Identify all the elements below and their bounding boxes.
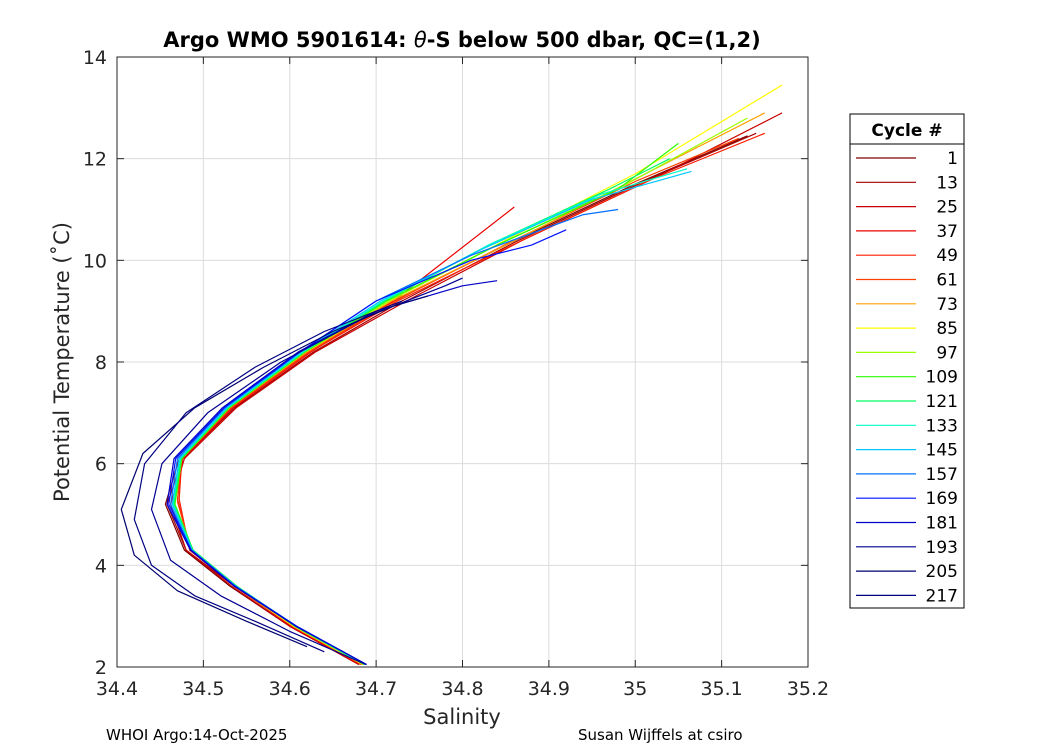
- chart-title-theta: θ: [414, 28, 427, 52]
- legend-label-cycle-145: 145: [926, 441, 958, 461]
- y-tick-label: 10: [83, 250, 107, 272]
- x-tick-label: 35.1: [700, 678, 742, 700]
- x-tick-label: 35: [623, 678, 647, 700]
- legend-label-cycle-61: 61: [936, 271, 958, 291]
- legend-label-cycle-97: 97: [936, 343, 958, 363]
- footer-right: Susan Wijffels at csiro: [578, 726, 743, 744]
- x-tick-label: 34.5: [182, 678, 224, 700]
- legend-label-cycle-37: 37: [936, 222, 958, 242]
- x-tick-label: 34.8: [441, 678, 483, 700]
- x-tick-label: 34.7: [355, 678, 397, 700]
- legend-label-cycle-109: 109: [926, 368, 958, 388]
- x-tick-label: 34.9: [528, 678, 570, 700]
- x-tick-label: 35.2: [787, 678, 829, 700]
- legend-label-cycle-1: 1: [947, 149, 958, 169]
- y-tick-label: 6: [95, 454, 107, 476]
- legend-label-cycle-217: 217: [926, 586, 958, 606]
- x-tick-label: 34.6: [269, 678, 311, 700]
- series-line-cycle-205: [120, 295, 429, 648]
- footer-left: WHOI Argo:14-Oct-2025: [106, 726, 287, 744]
- y-axis-label: Potential Temperature (˚C): [50, 222, 74, 502]
- legend-label-cycle-49: 49: [936, 246, 958, 266]
- legend-label-cycle-205: 205: [926, 562, 958, 582]
- y-tick-label: 8: [95, 352, 107, 374]
- legend-label-cycle-133: 133: [926, 416, 958, 436]
- legend-label-cycle-85: 85: [936, 319, 958, 339]
- legend-label-cycle-169: 169: [926, 489, 958, 509]
- axis-ticks: 34.4 34.5 34.6 34.7 34.8 34.9 35 35.1 35.2 2 4 6 8 10…: [83, 47, 829, 700]
- legend-label-cycle-25: 25: [936, 198, 958, 218]
- chart-title: Argo WMO 5901614: θ-S below 500 dbar, QC…: [163, 28, 760, 52]
- y-tick-label: 14: [83, 47, 107, 69]
- y-tick-label: 4: [95, 555, 107, 577]
- legend-label-cycle-181: 181: [926, 514, 958, 534]
- legend-label-cycle-193: 193: [926, 538, 958, 558]
- legend-label-cycle-73: 73: [936, 295, 958, 315]
- x-tick-label: 34.4: [96, 678, 138, 700]
- y-tick-label: 2: [95, 657, 107, 679]
- legend-title: Cycle #: [871, 121, 942, 141]
- legend: Cycle # 1 13 25 37 49 61 73 85 97 109 121 133 145 157…: [849, 113, 965, 609]
- legend-label-cycle-157: 157: [926, 465, 958, 485]
- y-tick-label: 12: [83, 149, 107, 171]
- series-lines: [120, 84, 783, 666]
- legend-label-cycle-13: 13: [936, 173, 958, 193]
- legend-box: [849, 113, 965, 609]
- chart-title-suffix: -S below 500 dbar, QC=(1,2): [427, 28, 761, 52]
- series-line-cycle-217: [133, 300, 403, 653]
- x-axis-label: Salinity: [423, 705, 501, 729]
- legend-label-cycle-121: 121: [926, 392, 958, 412]
- chart-title-prefix: Argo WMO 5901614:: [163, 28, 414, 52]
- legend-items: 1 13 25 37 49 61 73 85 97 109 121 133 145 157 169 181 19…: [856, 149, 958, 606]
